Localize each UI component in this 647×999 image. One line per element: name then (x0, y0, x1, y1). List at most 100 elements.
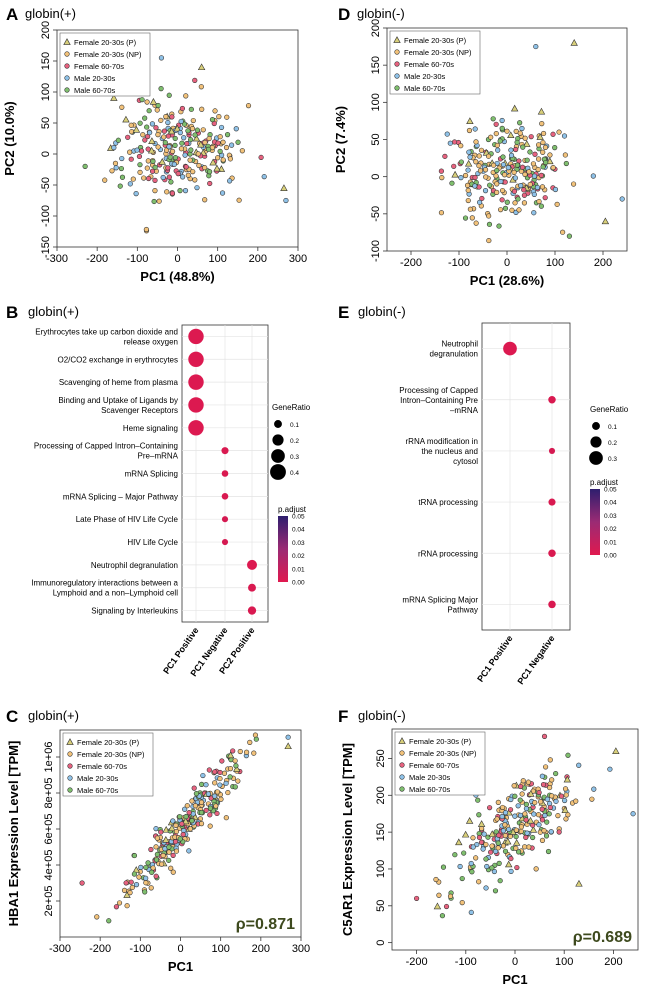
term-label: Processing of Capped Intron–Containing Pr… (399, 386, 478, 415)
data-point (158, 158, 166, 165)
data-point (501, 172, 508, 178)
data-point (199, 781, 205, 787)
color-legend-value: 0.05 (292, 514, 305, 521)
data-point (142, 137, 148, 143)
data-point (143, 226, 149, 233)
color-legend-value: 0.05 (604, 487, 617, 494)
outlier-point (284, 742, 292, 750)
data-point (563, 792, 569, 798)
legend-marker (64, 87, 70, 93)
data-point (523, 140, 531, 147)
data-point (153, 844, 159, 850)
data-point (162, 835, 170, 843)
enrichment-dot (503, 341, 517, 356)
data-point (483, 174, 489, 180)
data-point (452, 852, 458, 858)
data-point (476, 834, 483, 841)
data-point (540, 164, 546, 170)
panel-title-d: globin(-) (357, 6, 405, 21)
term-label-line: mRNA Splicing Major (402, 595, 478, 604)
data-point (131, 852, 138, 859)
data-point (119, 174, 126, 180)
data-point (172, 839, 179, 845)
data-point (158, 117, 164, 123)
data-point (251, 750, 257, 756)
y-tick-label: -50 (40, 177, 52, 193)
data-point (145, 146, 151, 152)
x-tick-label: 200 (594, 257, 612, 269)
color-legend-value: 0.01 (604, 539, 617, 546)
size-legend-value: 0.2 (608, 440, 617, 447)
panel-title-b: globin(+) (28, 304, 79, 319)
data-point (549, 793, 555, 799)
color-legend-value: 0.04 (604, 500, 617, 507)
data-point (146, 175, 152, 182)
data-point (183, 813, 189, 820)
term-label: Late Phase of HIV Life Cycle (76, 515, 179, 524)
data-point (196, 162, 202, 169)
data-point (457, 863, 463, 870)
data-point (156, 198, 162, 204)
x-tick-label: -200 (89, 943, 111, 955)
data-point (465, 817, 474, 824)
data-point (132, 125, 141, 133)
term-label-line: the nucleus and (422, 447, 479, 456)
data-point (521, 192, 528, 198)
data-point (469, 215, 475, 221)
data-point (540, 782, 547, 788)
data-point (561, 806, 569, 813)
data-point (224, 132, 231, 138)
data-point (166, 844, 172, 850)
correlation-annotation: ρ=0.689 (573, 929, 632, 946)
data-point (451, 170, 459, 178)
data-point (542, 812, 548, 819)
x-axis-title: PC1 (168, 959, 193, 974)
data-point (160, 852, 166, 859)
data-point (591, 786, 597, 792)
data-point (541, 828, 547, 834)
data-point (147, 129, 153, 136)
data-point (152, 188, 158, 194)
y-tick-label: 50 (375, 900, 387, 912)
data-point (486, 221, 493, 227)
data-point (473, 220, 479, 226)
data-point (226, 751, 235, 759)
data-point (187, 157, 193, 163)
data-point (137, 162, 143, 168)
data-point (519, 125, 525, 132)
term-label: mRNA Splicing – Major Pathway (63, 492, 178, 501)
data-point (109, 168, 115, 174)
pca-plot-globin-plus: -300 -200 -100 0 100 200 300 -150 -100 -50 0 50 100 1… (2, 21, 307, 284)
data-point (499, 187, 506, 194)
data-point (500, 843, 506, 849)
data-point (155, 144, 161, 150)
legend-label: Male 20-30s (409, 773, 451, 782)
data-point (217, 134, 223, 140)
data-point (502, 848, 509, 854)
legend-label: Female 20-30s (NP) (404, 48, 472, 57)
data-point (178, 146, 184, 152)
data-point (514, 139, 520, 145)
data-point (152, 164, 158, 170)
enrichment-dot (188, 328, 204, 345)
data-point (177, 130, 183, 136)
data-point (181, 121, 188, 127)
size-legend-title: GeneRatio (272, 403, 311, 412)
enrichment-dot (548, 600, 556, 609)
y-tick-label: 2e+05 (43, 886, 55, 917)
y-tick-label: -100 (40, 205, 52, 227)
term-label-line: Intron–Containing Pre (400, 396, 478, 405)
data-point (438, 168, 445, 174)
outlier-point (533, 43, 539, 50)
data-point (125, 134, 131, 140)
data-point (458, 143, 464, 149)
data-point (185, 128, 191, 134)
data-point (199, 106, 205, 112)
data-point (212, 769, 218, 775)
size-legend-value: 0.2 (290, 438, 299, 445)
data-point (522, 135, 528, 141)
data-point (209, 117, 216, 123)
data-point (523, 817, 529, 823)
legend-label: Female 20-30s (NP) (77, 750, 145, 759)
data-point (438, 210, 445, 216)
